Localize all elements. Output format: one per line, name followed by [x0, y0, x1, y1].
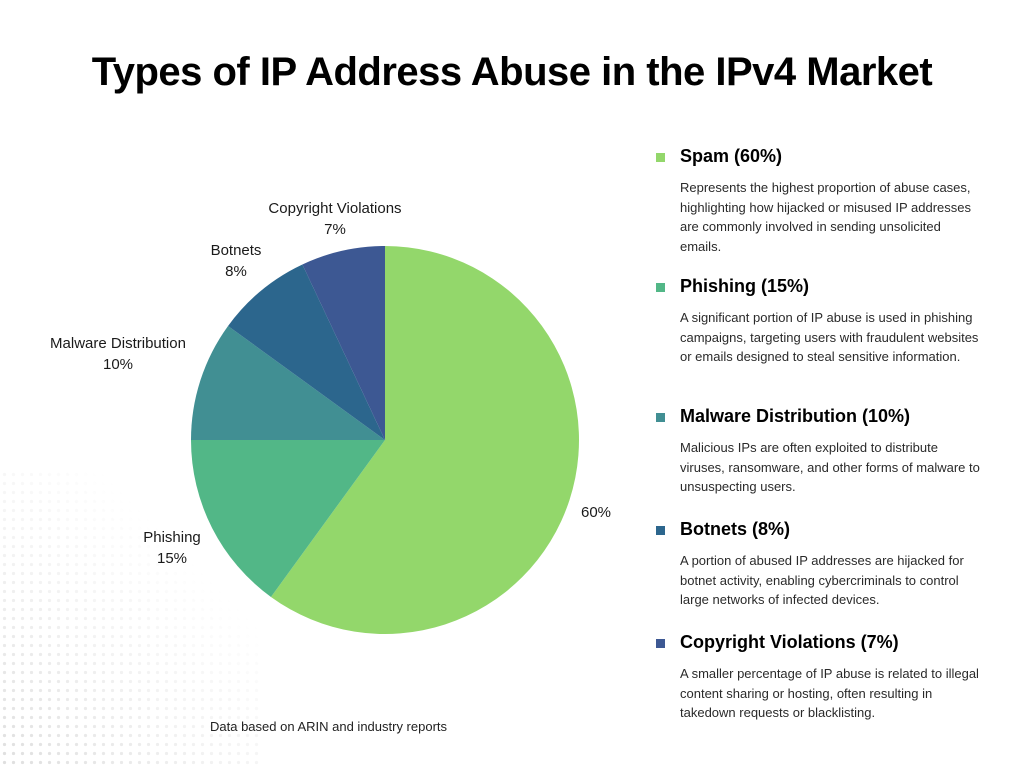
pie-label-copyright: Copyright Violations 7% — [268, 198, 401, 240]
legend-description: A significant portion of IP abuse is use… — [680, 310, 979, 364]
legend-title: Spam (60%) — [680, 146, 783, 166]
pie-slice-spam — [270, 246, 580, 634]
pie-label-malware-pct: 10% — [102, 356, 134, 373]
pie-label-malware: Malware Distribution 10% — [50, 333, 186, 375]
legend-description: A smaller percentage of IP abuse is rela… — [680, 666, 979, 720]
pie-slice-botnets — [228, 264, 385, 440]
pie-label-phishing-pct: 15% — [156, 550, 188, 567]
legend-swatch-icon — [656, 639, 665, 648]
legend-title: Malware Distribution (10%) — [680, 406, 911, 426]
legend-swatch-icon — [656, 413, 665, 422]
pie-label-botnets-pct: 8% — [225, 263, 247, 280]
pie-label-copyright-pct: 7% — [324, 221, 346, 238]
pie-label-copyright-name: Copyright Violations — [268, 200, 402, 217]
pie-slice-malware-distribution — [191, 325, 385, 440]
pie-label-spam: 60% — [581, 502, 611, 523]
legend-swatch-icon — [656, 283, 665, 292]
pie-slice-copyright-violations — [302, 246, 385, 440]
pie-label-botnets: Botnets 8% — [211, 240, 262, 282]
pie-slices — [191, 246, 580, 634]
legend-swatch-icon — [656, 526, 665, 535]
pie-slice-phishing — [191, 440, 385, 597]
pie-label-malware-name: Malware Distribution — [50, 335, 186, 352]
chart-title: Types of IP Address Abuse in the IPv4 Ma… — [91, 50, 933, 94]
source-footnote: Data based on ARIN and industry reports — [210, 719, 448, 734]
pie-label-phishing: Phishing 15% — [143, 527, 201, 569]
pie-label-phishing-name: Phishing — [143, 529, 201, 546]
legend-title: Phishing (15%) — [680, 276, 810, 296]
legend-description: Malicious IPs are often exploited to dis… — [680, 440, 980, 494]
legend-description: Represents the highest proportion of abu… — [680, 180, 971, 254]
pie-label-spam-pct: 60% — [580, 504, 612, 521]
legend-title: Botnets (8%) — [680, 519, 791, 539]
legend-title: Copyright Violations (7%) — [680, 632, 899, 652]
legend-description: A portion of abused IP addresses are hij… — [680, 553, 964, 607]
legend-swatch-icon — [656, 153, 665, 162]
pie-label-botnets-name: Botnets — [210, 242, 262, 259]
